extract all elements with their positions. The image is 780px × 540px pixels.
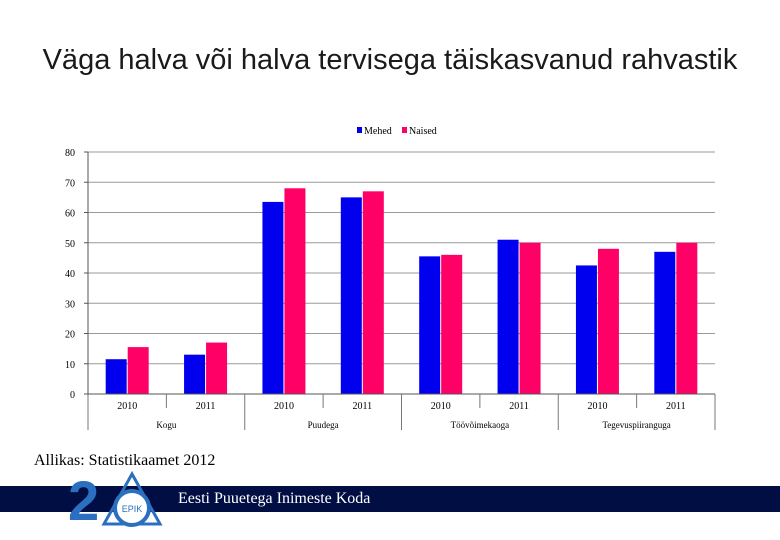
- legend-label-mehed: Mehed: [364, 126, 392, 137]
- y-tick-label-30: 30: [65, 299, 75, 310]
- y-tick-label-0: 0: [70, 390, 75, 401]
- y-tick-label-10: 10: [65, 360, 75, 371]
- footer-text: Eesti Puuetega Inimeste Koda: [178, 490, 371, 507]
- y-tick-label-60: 60: [65, 209, 75, 220]
- chart-title: Väga halva või halva tervisega täiskasva…: [42, 44, 738, 76]
- x-tick-label-year: 2010: [431, 401, 451, 412]
- legend-swatch-mehed: [357, 127, 362, 133]
- legend-label-naised: Naised: [409, 126, 437, 137]
- x-axis: 2010 2011 2010 2011 2010 2011 2010 2011 Kogu Puud…: [87, 393, 716, 430]
- y-tick-label-40: 40: [65, 269, 75, 280]
- x-tick-label-year: 2011: [196, 401, 216, 412]
- legend: Mehed Naised: [357, 126, 437, 137]
- y-axis: 0 10 20 30 40 50 60 70 80: [65, 148, 89, 401]
- bar-naised-töövõimekaoga-2011: [519, 242, 541, 394]
- bar-mehed-puudega-2011: [340, 197, 362, 394]
- x-tick-label-year: 2010: [117, 401, 137, 412]
- bar-naised-tegevuspiiranguga-2011: [676, 242, 698, 394]
- x-tick-label-year: 2011: [509, 401, 529, 412]
- logo-text: EPIK: [122, 504, 143, 514]
- y-tick-label-20: 20: [65, 330, 75, 341]
- legend-swatch-naised: [402, 127, 407, 133]
- epik-logo: 2 EPIK: [68, 469, 163, 530]
- y-tick-label-50: 50: [65, 239, 75, 250]
- y-tick-label-70: 70: [65, 178, 75, 189]
- gridlines: [88, 151, 715, 395]
- bar-naised-kogu-2010: [127, 347, 149, 394]
- bar-mehed-tegevuspiiranguga-2011: [654, 251, 676, 394]
- y-tick-label-80: 80: [65, 148, 75, 159]
- bar-mehed-töövõimekaoga-2011: [497, 239, 519, 394]
- bar-mehed-tegevuspiiranguga-2010: [575, 265, 597, 394]
- bar-mehed-töövõimekaoga-2010: [419, 256, 441, 394]
- bar-mehed-puudega-2010: [262, 201, 284, 394]
- bar-naised-töövõimekaoga-2010: [441, 254, 463, 394]
- x-tick-label-year: 2011: [352, 401, 372, 412]
- bar-naised-puudega-2011: [362, 191, 384, 394]
- bars: [105, 188, 698, 394]
- x-tick-label-year: 2011: [666, 401, 686, 412]
- x-tick-label-year: 2010: [274, 401, 294, 412]
- bar-naised-kogu-2011: [206, 342, 228, 394]
- bar-naised-puudega-2010: [284, 188, 306, 394]
- bar-mehed-kogu-2010: [105, 359, 127, 394]
- x-group-label-puudega: Puudega: [308, 420, 339, 430]
- x-group-label-kogu: Kogu: [156, 420, 176, 430]
- bar-naised-tegevuspiiranguga-2010: [597, 248, 619, 394]
- x-group-label-tegevuspiiranguga: Tegevuspiiranguga: [602, 420, 670, 430]
- source-note: Allikas: Statistikaamet 2012: [34, 452, 216, 469]
- logo-ring-icon: [113, 489, 151, 527]
- logo-number: 2: [68, 469, 99, 530]
- x-group-label-töövõimekaoga: Töövõimekaoga: [451, 420, 509, 430]
- bar-mehed-kogu-2011: [184, 354, 206, 394]
- x-tick-label-year: 2010: [587, 401, 607, 412]
